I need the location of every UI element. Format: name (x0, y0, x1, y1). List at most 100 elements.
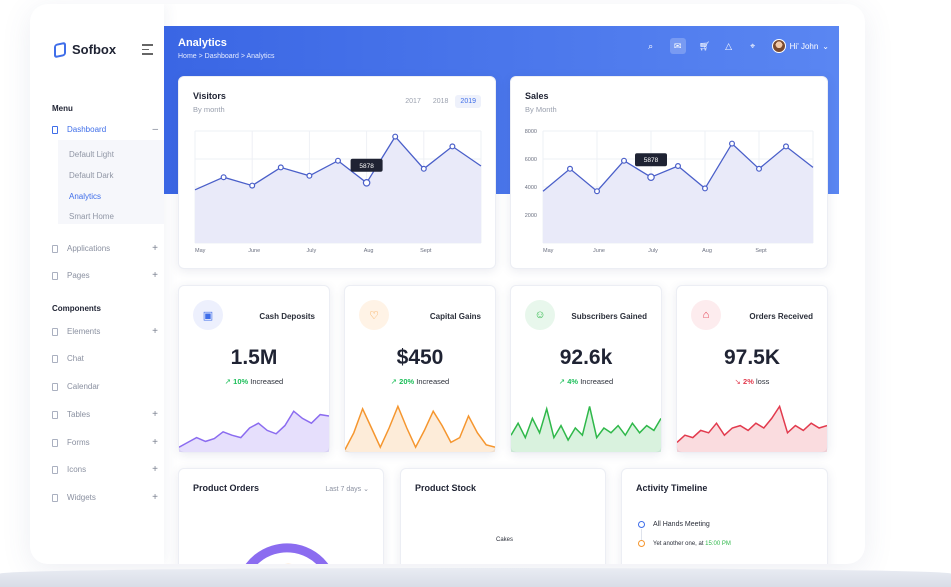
year-2017[interactable]: 2017 (405, 98, 421, 105)
data-point (420, 165, 427, 172)
bell-icon[interactable]: △ (725, 40, 733, 51)
sidebar-item-calendar[interactable]: Calendar (52, 382, 162, 391)
app-window: Sofbox Menu Dashboard – Default Light De… (30, 4, 865, 564)
page-title: Analytics (178, 37, 227, 49)
trend-up-icon: ↗ (390, 377, 398, 386)
sidebar: Sofbox Menu Dashboard – Default Light De… (30, 4, 164, 564)
sparkline (677, 404, 827, 452)
sparkline-area (179, 411, 329, 452)
logo-icon (54, 41, 66, 58)
user-menu[interactable]: Hi' John ⌄ (771, 39, 829, 53)
y-tick-label: 2000 (525, 213, 537, 219)
mail-icon[interactable]: ✉ (669, 38, 686, 54)
sparkline-area (511, 406, 661, 452)
data-point (675, 162, 682, 169)
sidebar-item-forms[interactable]: Forms + (52, 437, 162, 448)
logo[interactable]: Sofbox (54, 41, 117, 58)
visitors-title: Visitors (193, 91, 226, 101)
data-point (729, 140, 736, 147)
data-point (449, 143, 456, 150)
sidebar-item-dashboard[interactable]: Dashboard – (52, 124, 162, 135)
series-area (543, 143, 813, 243)
data-point (566, 165, 573, 172)
data-point (702, 185, 709, 192)
stat-trend: ↗ 10% Increased (224, 377, 284, 386)
tooltip-box (635, 153, 667, 167)
stat-title: Cash Deposits (259, 312, 315, 321)
data-point (249, 182, 256, 189)
stat-card-orders: ⌂ Orders Received 97.5K ↘ 2% loss (676, 285, 828, 453)
sidebar-item-elements[interactable]: Elements + (52, 326, 162, 337)
brand-name: Sofbox (72, 42, 117, 57)
sidebar-sub-smart-home[interactable]: Smart Home (69, 212, 114, 221)
x-tick-label: Sept (755, 248, 767, 254)
x-tick-label: Sept (420, 248, 432, 254)
cart-icon[interactable]: 🛒︎ (698, 40, 711, 51)
stat-trend: ↗ 20% Increased (390, 377, 450, 386)
series-area (195, 136, 481, 243)
y-tick-label: 6000 (525, 157, 537, 163)
data-point (647, 173, 655, 182)
data-point (277, 164, 284, 171)
wallet-icon: ▣ (193, 300, 223, 330)
sparkline-line (511, 405, 661, 442)
sidebar-sub-default-dark[interactable]: Default Dark (69, 171, 114, 180)
stat-card-capital-gains: ♡ Capital Gains $450 ↗ 20% Increased (344, 285, 496, 453)
data-point (306, 172, 313, 179)
x-tick-label: June (248, 248, 260, 254)
stat-value: 92.6k (559, 346, 613, 369)
visitors-chart: 5878 May June July Aug Sept (194, 130, 482, 254)
tooltip-label: 5878 (359, 163, 374, 170)
sidebar-item-pages[interactable]: Pages + (52, 270, 162, 281)
trend-down-icon: ↘ (734, 377, 741, 386)
stat-title: Orders Received (749, 312, 813, 321)
sidebar-item-chat[interactable]: Chat (52, 354, 162, 363)
stat-trend: ↗ 4% Increased (558, 377, 614, 386)
sales-title: Sales (525, 91, 549, 101)
donut-ring-purple (245, 543, 329, 564)
product-orders-title: Product Orders (193, 483, 260, 493)
expand-icon: + (152, 270, 158, 281)
sidebar-item-tables[interactable]: Tables + (52, 409, 162, 420)
pages-icon (52, 271, 58, 280)
data-point (756, 165, 763, 172)
year-2018[interactable]: 2018 (432, 98, 449, 105)
sidebar-item-widgets[interactable]: Widgets + (52, 492, 162, 503)
data-point (392, 133, 399, 140)
sparkline-line (179, 410, 329, 448)
sidebar-item-applications[interactable]: Applications + (52, 243, 162, 254)
calendar-icon (52, 382, 58, 391)
expand-icon: + (152, 492, 158, 503)
breadcrumb[interactable]: Home > Dashboard > Analytics (178, 53, 275, 60)
stat-value: 1.5M (230, 346, 278, 369)
x-tick-label: July (648, 248, 658, 254)
apps-icon (52, 244, 58, 253)
user-name: Hi' John (789, 41, 819, 51)
stat-card-subscribers: ☺ Subscribers Gained 92.6k ↗ 4% Increase… (510, 285, 662, 453)
expand-icon: + (152, 464, 158, 475)
expand-icon: + (152, 326, 158, 337)
chevron-down-icon: ⌄ (822, 41, 829, 51)
stat-trend: ↘ 2% loss (734, 377, 770, 386)
target-icon[interactable]: ⌖ (750, 40, 756, 51)
data-point (220, 174, 227, 181)
expand-icon: + (152, 437, 158, 448)
sparkline-line (345, 404, 495, 450)
search-icon[interactable]: ⌕ (648, 40, 654, 51)
components-section-title: Components (52, 304, 101, 313)
range-dropdown[interactable]: Last 7 days ⌄ (325, 486, 369, 493)
menu-toggle-icon[interactable] (142, 44, 153, 58)
sidebar-sub-default-light[interactable]: Default Light (69, 150, 114, 159)
x-tick-label: June (593, 248, 605, 254)
cart-icon: ⌂ (691, 300, 721, 330)
activity-timeline-card: Activity Timeline All Hands Meeting Yet … (621, 468, 828, 564)
year-2019[interactable]: 2019 (455, 95, 481, 108)
sparkline (179, 410, 329, 452)
sidebar-sub-analytics[interactable]: Analytics (69, 192, 102, 201)
sparkline-area (677, 406, 827, 452)
visitors-card: Visitors By month 2017 2018 2019 5878 May… (178, 76, 496, 269)
year-filter: 2017 2018 2019 (400, 95, 481, 108)
sidebar-item-icons[interactable]: Icons + (52, 464, 162, 475)
data-point (335, 157, 342, 164)
widgets-icon (52, 493, 58, 502)
